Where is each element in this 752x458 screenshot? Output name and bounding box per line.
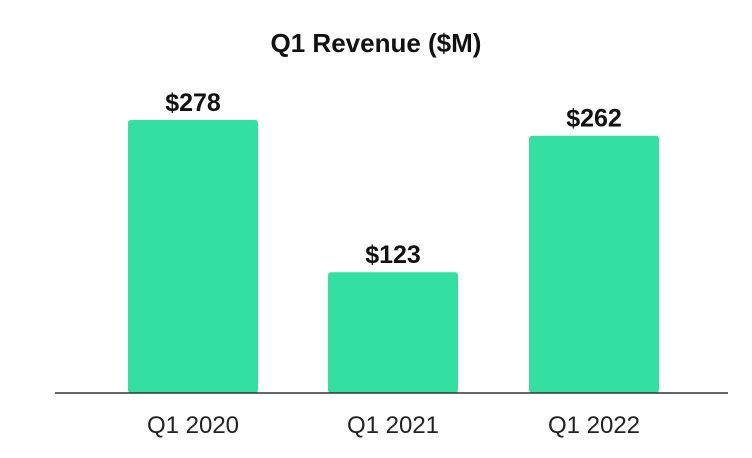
bar-value-label: $262: [566, 105, 622, 133]
bar-q1-2020: [128, 120, 258, 393]
bar-q1-2021: [328, 272, 458, 393]
value-labels-group: $278 $123 $262: [165, 89, 622, 269]
bar-value-label: $278: [165, 89, 221, 117]
x-tick-label: Q1 2020: [147, 412, 239, 439]
bars-group: [128, 120, 659, 394]
bar-q1-2022: [529, 135, 659, 394]
bar-value-label: $123: [365, 241, 421, 269]
x-tick-label: Q1 2022: [548, 412, 640, 439]
chart-title: Q1 Revenue ($M): [271, 28, 482, 58]
x-tick-labels-group: Q1 2020 Q1 2021 Q1 2022: [147, 412, 640, 439]
x-tick-label: Q1 2021: [347, 412, 439, 439]
